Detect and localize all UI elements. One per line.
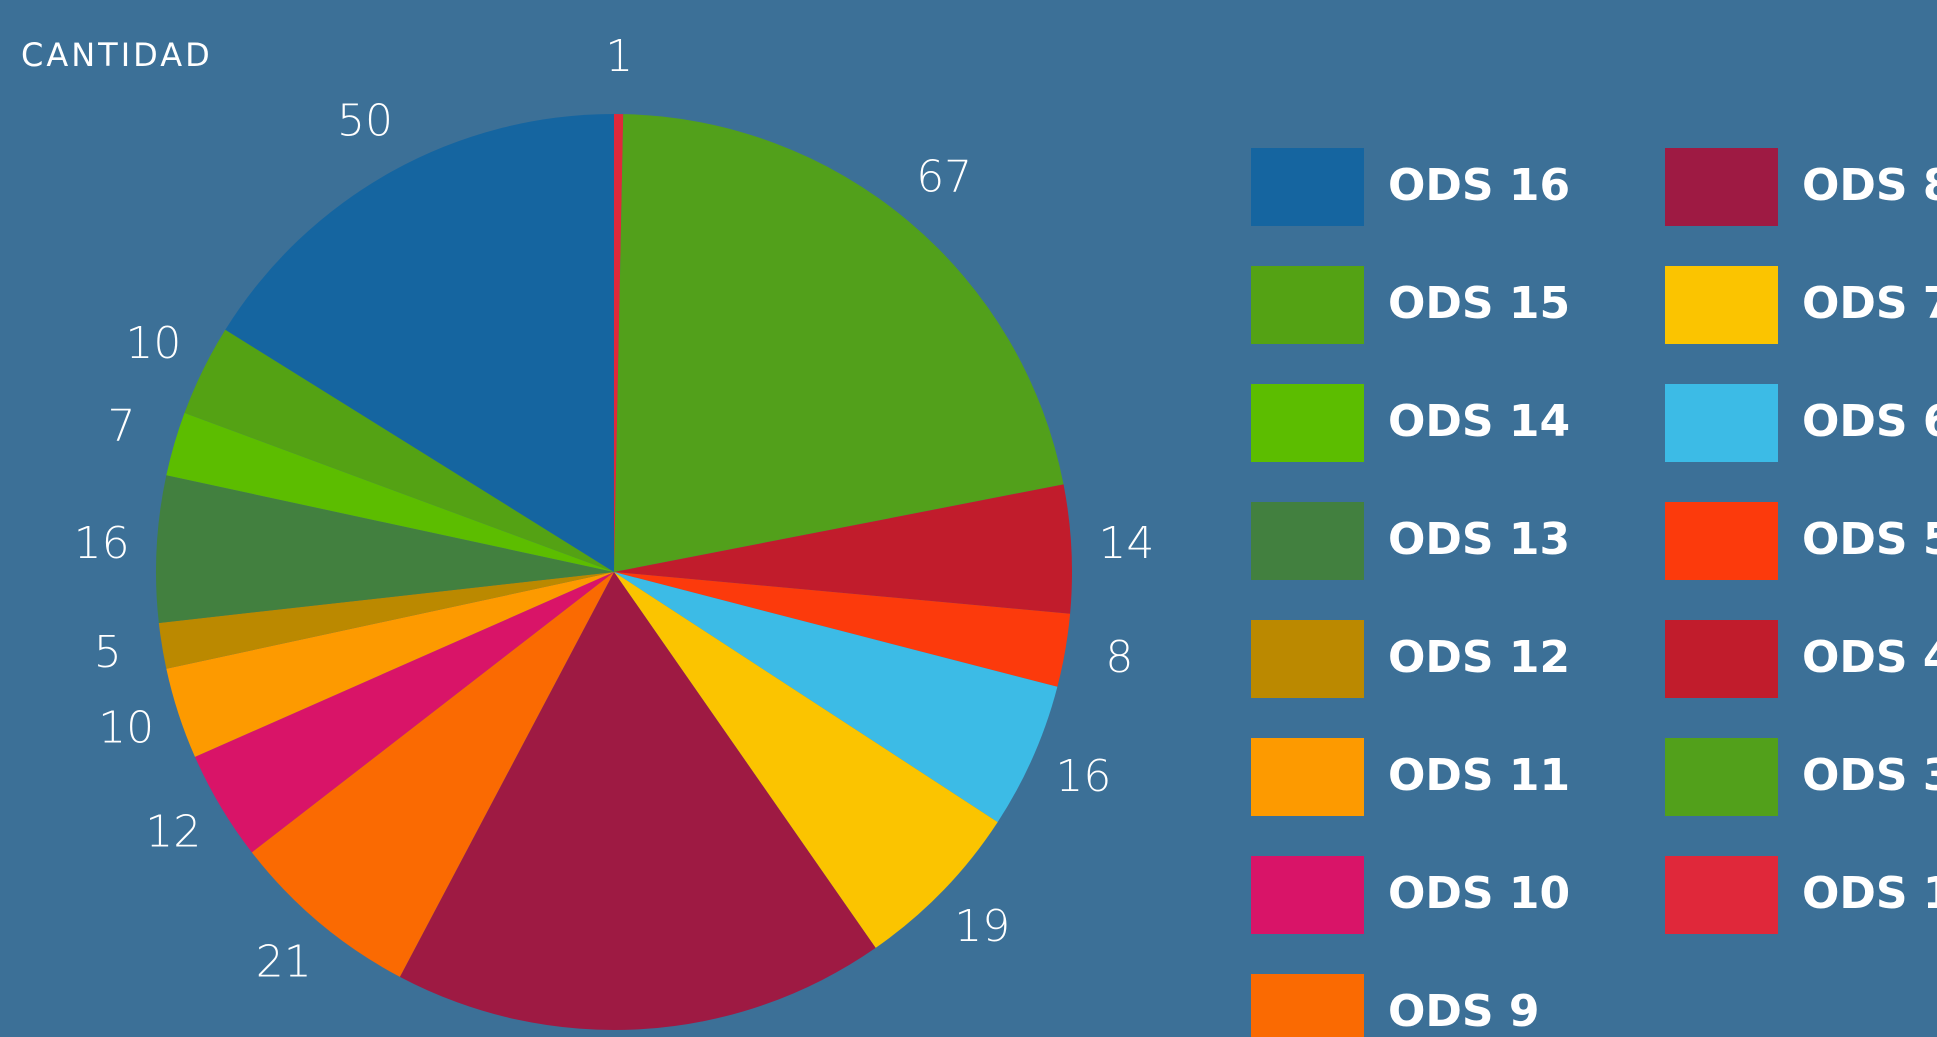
data-label: 19 — [954, 901, 1010, 952]
legend-swatch — [1665, 384, 1778, 462]
legend-label: ODS 9 — [1388, 986, 1540, 1037]
legend-swatch — [1251, 620, 1364, 698]
pie-slice — [614, 572, 1071, 687]
data-label: 67 — [916, 151, 972, 202]
legend-label: ODS 10 — [1388, 868, 1570, 919]
data-label: 10 — [98, 703, 154, 754]
pie-slice — [399, 572, 876, 1030]
data-label: 7 — [108, 400, 136, 451]
data-label: 1 — [605, 31, 633, 82]
pie-slice — [166, 412, 614, 572]
data-label: 16 — [74, 518, 130, 569]
legend-swatch — [1251, 738, 1364, 816]
pie-slice — [184, 329, 614, 572]
pie-slice — [166, 572, 614, 757]
data-label: 5 — [94, 627, 122, 678]
data-label: 12 — [145, 806, 201, 857]
legend-label: ODS 3 — [1802, 750, 1937, 801]
pie-slice — [158, 572, 614, 669]
legend-label: ODS 1 — [1802, 868, 1937, 919]
legend-swatch — [1251, 384, 1364, 462]
legend-swatch — [1665, 266, 1778, 344]
data-label: 14 — [1098, 518, 1154, 569]
pie-slice — [614, 572, 998, 948]
pie-slice — [614, 114, 1064, 573]
legend-swatch — [1251, 974, 1364, 1037]
chart-title: CANTIDAD — [21, 36, 213, 74]
legend-swatch — [1665, 738, 1778, 816]
legend-label: ODS 6 — [1802, 396, 1937, 447]
data-label: 21 — [256, 937, 312, 988]
legend-label: ODS 4 — [1802, 632, 1937, 683]
legend-label: ODS 5 — [1802, 514, 1937, 565]
legend-swatch — [1251, 148, 1364, 226]
legend-label: ODS 15 — [1388, 278, 1570, 329]
legend-swatch — [1665, 148, 1778, 226]
pie-slice — [614, 114, 624, 572]
legend-swatch — [1665, 856, 1778, 934]
pie-slice — [194, 572, 614, 853]
legend-swatch — [1251, 856, 1364, 934]
legend-swatch — [1251, 502, 1364, 580]
pie-slice — [156, 475, 615, 623]
data-label: 50 — [337, 95, 393, 146]
legend-label: ODS 14 — [1388, 396, 1570, 447]
legend-label: ODS 8 — [1802, 160, 1937, 211]
legend-label: ODS 12 — [1388, 632, 1570, 683]
data-label: 16 — [1055, 751, 1111, 802]
pie-slice — [225, 114, 614, 572]
pie-slice — [614, 484, 1072, 614]
data-label: 8 — [1105, 632, 1133, 683]
legend-swatch — [1665, 620, 1778, 698]
legend-swatch — [1251, 266, 1364, 344]
legend-swatch — [1665, 502, 1778, 580]
legend-label: ODS 13 — [1388, 514, 1570, 565]
legend-label: ODS 11 — [1388, 750, 1570, 801]
legend-label: ODS 7 — [1802, 278, 1937, 329]
pie-slice — [251, 572, 614, 977]
legend-label: ODS 16 — [1388, 160, 1570, 211]
data-label: 10 — [125, 318, 181, 369]
pie-slice — [614, 572, 1058, 823]
